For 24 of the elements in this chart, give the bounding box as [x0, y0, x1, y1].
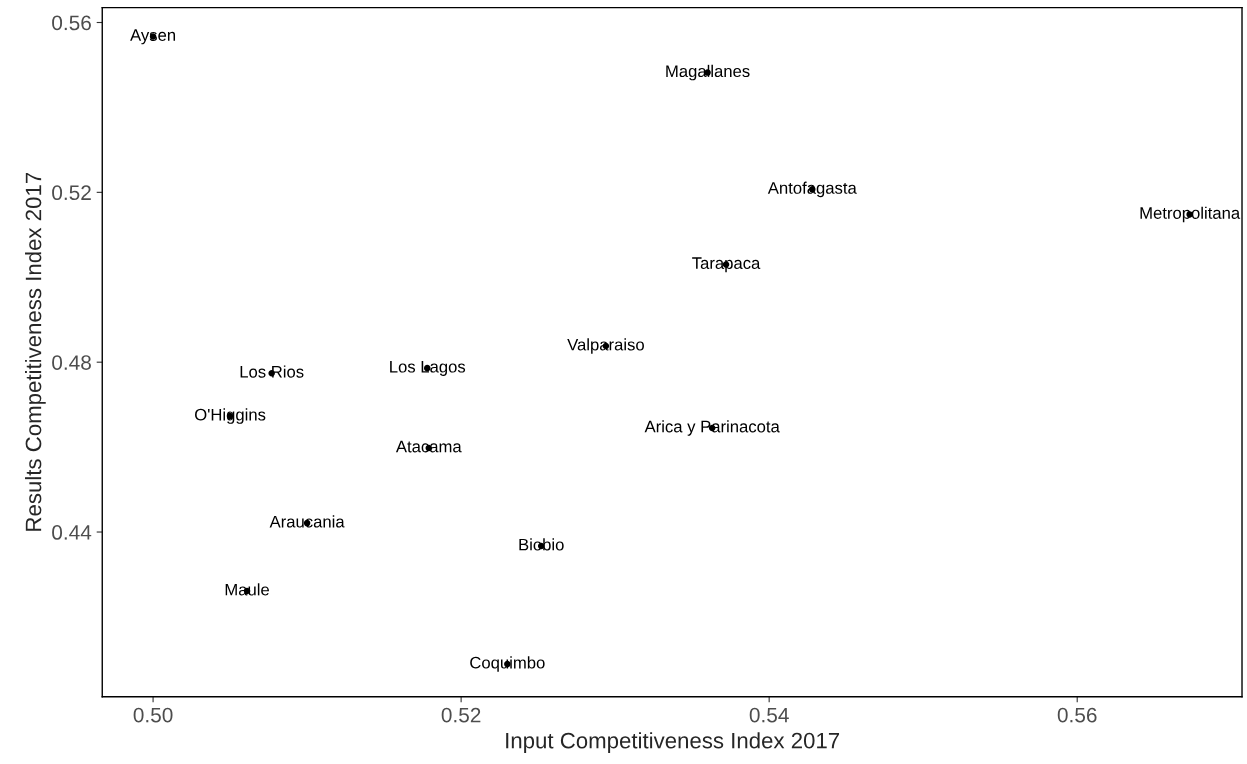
- annotation: Araucania: [269, 515, 345, 528]
- annotation: Biobio: [519, 538, 564, 551]
- annotation: Arica y Parinacota: [644, 420, 780, 436]
- y-tick-label: 0.52: [52, 185, 91, 201]
- x-tick-label: 0.52: [441, 707, 481, 723]
- x-tick-label: 0.56: [1057, 707, 1097, 723]
- x-axis-title: Input Competitiveness Index 2017: [506, 732, 840, 753]
- annotation: Valparaiso: [567, 338, 644, 354]
- x-tick-label: 0.54: [749, 707, 789, 723]
- annotation: Coquimbo: [470, 656, 545, 672]
- annotation: Metropolitana: [1140, 206, 1241, 223]
- annotation: Los Lagos: [390, 360, 466, 376]
- y-tick-label: 0.48: [52, 355, 91, 370]
- annotation: Antofagasta: [767, 181, 857, 198]
- annotation: Magallanes: [666, 64, 750, 81]
- annotation: Tarapaca: [692, 257, 761, 273]
- annotation: Atacama: [395, 440, 462, 453]
- annotation: Maule: [225, 583, 269, 596]
- annotation: O'Higgins: [195, 408, 266, 424]
- y-tick-label: 0.44: [52, 525, 92, 540]
- annotation: Aysen: [130, 29, 176, 45]
- x-tick-label: 0.50: [133, 707, 173, 723]
- y-axis-title: Results Competitiveness Index 2017: [25, 172, 46, 531]
- y-tick-label: 0.56: [52, 15, 91, 31]
